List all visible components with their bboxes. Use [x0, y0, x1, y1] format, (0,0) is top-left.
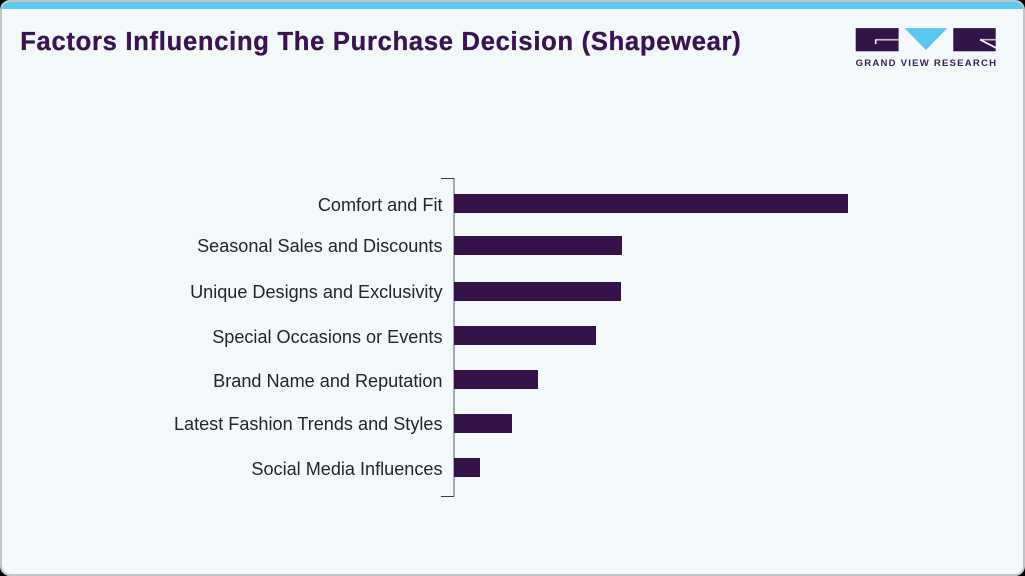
svg-text:GRAND VIEW RESEARCH: GRAND VIEW RESEARCH — [856, 58, 998, 69]
